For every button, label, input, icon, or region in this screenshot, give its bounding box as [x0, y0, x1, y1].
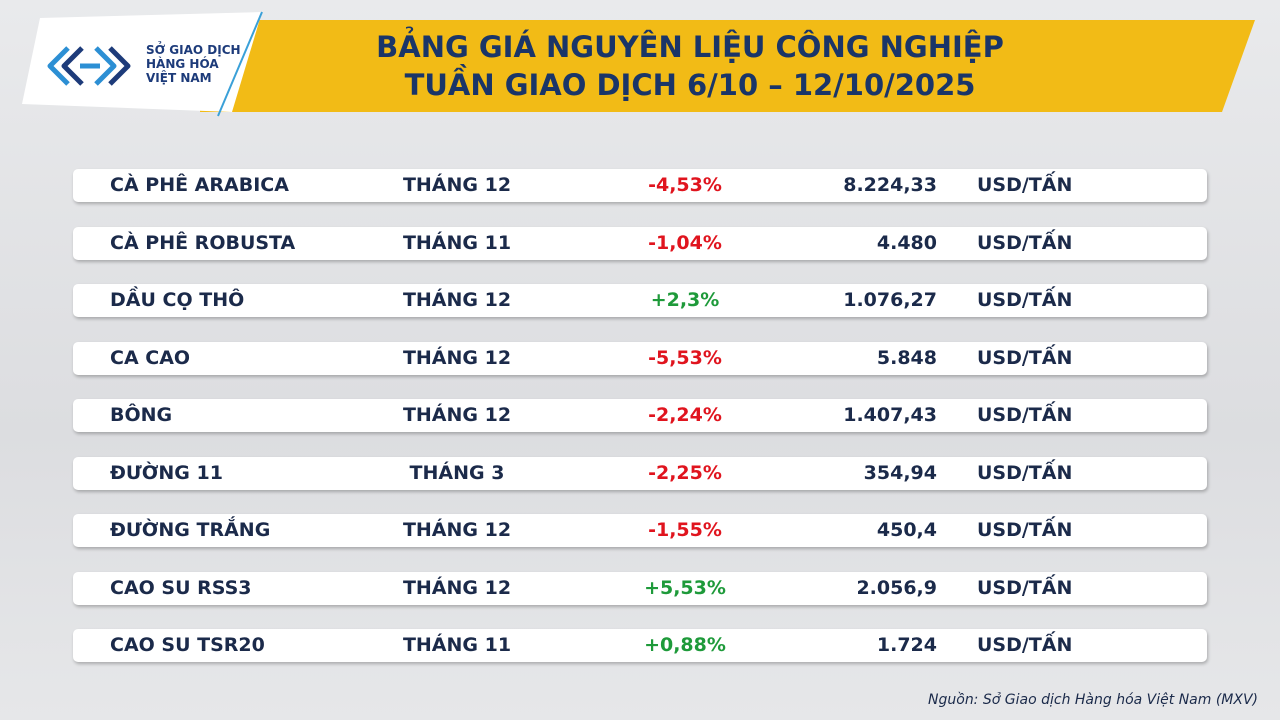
price: 2.056,9: [856, 576, 937, 599]
title: TUẦN GIAO DỊCH 6/10 – 12/10/2025: [404, 68, 976, 102]
commodity: DẦU CỌ THÔ: [110, 289, 245, 311]
price: 5.848: [876, 346, 937, 369]
contract-month: THÁNG 12: [402, 404, 512, 426]
commodity: CAO SU TSR20: [110, 634, 265, 656]
change: -2,25%: [648, 461, 722, 484]
header-banner: [22, 11, 1255, 117]
contract-month: THÁNG 3: [409, 461, 505, 484]
commodity: BÔNG: [110, 404, 173, 426]
price: 354,94: [863, 461, 937, 484]
change: -1,55%: [648, 519, 722, 541]
commodity: CÀ PHÊ ARABICA: [110, 174, 289, 196]
table-row: CÀ PHÊ ROBUSTA THÁNG 11 -1,04% 4.480 USD/TẤN: [73, 226, 1207, 260]
table-row: CAO SU RSS3 THÁNG 12 +5,53% 2.056,9 USD/TẤN: [73, 571, 1207, 605]
price: 1.407,43: [843, 404, 937, 426]
unit: USD/TẤN: [977, 634, 1073, 656]
commodity: CA CAO: [110, 346, 191, 369]
change: -2,24%: [648, 404, 722, 426]
unit: USD/TẤN: [977, 576, 1073, 599]
price: 8.224,33: [843, 174, 937, 196]
unit: USD/TẤN: [977, 346, 1073, 369]
logo-text: VIỆT NAM: [146, 71, 212, 85]
change: -1,04%: [648, 231, 722, 254]
price: 1.076,27: [843, 289, 937, 311]
unit: USD/TẤN: [977, 519, 1073, 541]
contract-month: THÁNG 12: [402, 289, 512, 311]
source: Nguồn: Sở Giao dịch Hàng hóa Việt Nam (M…: [928, 692, 1258, 708]
table-row: DẦU CỌ THÔ THÁNG 12 +2,3% 1.076,27 USD/TẤN: [73, 284, 1207, 317]
contract-month: THÁNG 11: [402, 634, 512, 656]
change: -4,53%: [648, 174, 722, 196]
unit: USD/TẤN: [977, 289, 1073, 311]
contract-month: THÁNG 12: [402, 519, 512, 541]
price: 450,4: [876, 519, 937, 541]
table-row: CA CAO THÁNG 12 -5,53% 5.848 USD/TẤN: [73, 341, 1207, 375]
commodity: CÀ PHÊ ROBUSTA: [110, 231, 296, 254]
unit: USD/TẤN: [977, 231, 1073, 254]
contract-month: THÁNG 12: [402, 576, 512, 599]
table-row: CÀ PHÊ ARABICA THÁNG 12 -4,53% 8.224,33 USD/…: [73, 169, 1207, 202]
commodity: CAO SU RSS3: [110, 576, 252, 599]
commodity: ĐƯỜNG 11: [110, 461, 223, 484]
logo-text: SỞ GIAO DỊCH: [146, 43, 241, 57]
change: +5,53%: [644, 576, 726, 599]
title: BẢNG GIÁ NGUYÊN LIỆU CÔNG NGHIỆP: [376, 30, 1004, 64]
commodity: ĐƯỜNG TRẮNG: [110, 519, 271, 541]
unit: USD/TẤN: [977, 174, 1073, 196]
table-row: CAO SU TSR20 THÁNG 11 +0,88% 1.724 USD/TẤN: [73, 629, 1207, 662]
contract-month: THÁNG 12: [402, 174, 512, 196]
unit: USD/TẤN: [977, 461, 1073, 484]
table-row: ĐƯỜNG TRẮNG THÁNG 12 -1,55% 450,4 USD/TẤN: [73, 514, 1207, 547]
change: -5,53%: [648, 346, 722, 369]
unit: USD/TẤN: [977, 404, 1073, 426]
change: +2,3%: [650, 289, 720, 311]
table-row: ĐƯỜNG 11 THÁNG 3 -2,25% 354,94 USD/TẤN: [73, 456, 1207, 490]
table-row: BÔNG THÁNG 12 -2,24% 1.407,43 USD/TẤN: [73, 399, 1207, 432]
change: +0,88%: [644, 634, 726, 656]
logo-text: HÀNG HÓA: [146, 57, 219, 71]
contract-month: THÁNG 11: [402, 231, 512, 254]
price: 4.480: [876, 231, 937, 254]
price: 1.724: [876, 634, 937, 656]
contract-month: THÁNG 12: [402, 346, 512, 369]
